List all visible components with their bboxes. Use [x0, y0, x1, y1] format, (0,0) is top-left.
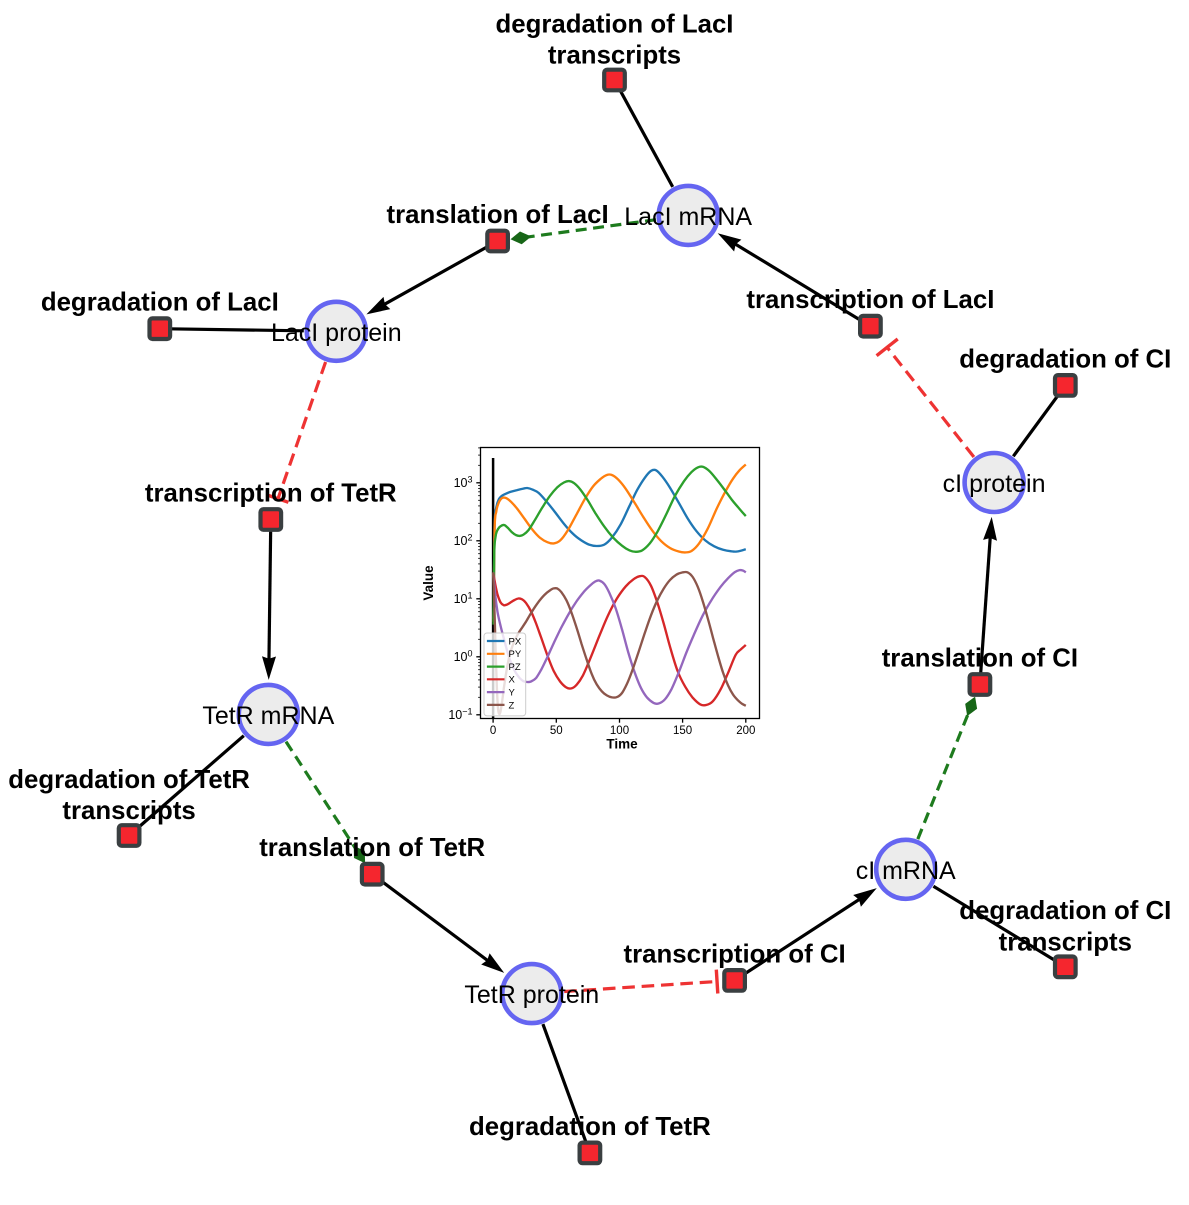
svg-text:TetR protein: TetR protein — [464, 981, 599, 1009]
svg-text:TetR mRNA: TetR mRNA — [202, 702, 334, 730]
svg-text:translation of LacI: translation of LacI — [387, 201, 609, 229]
svg-text:0: 0 — [490, 725, 496, 737]
svg-text:10−1: 10−1 — [448, 707, 472, 723]
svg-text:transcripts: transcripts — [999, 928, 1132, 956]
svg-text:X: X — [509, 675, 516, 686]
svg-text:PX: PX — [509, 636, 522, 647]
svg-text:PZ: PZ — [509, 662, 521, 673]
svg-text:101: 101 — [454, 591, 473, 607]
svg-text:200: 200 — [736, 725, 755, 737]
svg-text:100: 100 — [454, 649, 473, 665]
svg-text:Time: Time — [606, 737, 638, 752]
svg-text:Value: Value — [421, 565, 436, 601]
svg-text:Y: Y — [509, 688, 516, 699]
svg-text:50: 50 — [550, 725, 563, 737]
svg-text:translation of CI: translation of CI — [882, 645, 1078, 673]
svg-text:LacI mRNA: LacI mRNA — [624, 203, 752, 231]
svg-text:transcription of CI: transcription of CI — [624, 940, 846, 968]
svg-text:translation of TetR: translation of TetR — [259, 834, 485, 862]
svg-text:cI mRNA: cI mRNA — [856, 857, 956, 885]
svg-text:LacI protein: LacI protein — [271, 319, 402, 347]
svg-text:transcription of LacI: transcription of LacI — [746, 286, 994, 314]
svg-text:Z: Z — [509, 700, 515, 711]
svg-text:PY: PY — [509, 649, 522, 660]
svg-text:degradation of TetR: degradation of TetR — [469, 1113, 711, 1141]
svg-text:degradation of LacI: degradation of LacI — [496, 10, 734, 38]
svg-text:degradation of LacI: degradation of LacI — [41, 289, 279, 317]
svg-text:transcripts: transcripts — [548, 42, 681, 70]
svg-text:transcription of TetR: transcription of TetR — [145, 480, 397, 508]
svg-text:degradation of CI: degradation of CI — [959, 897, 1171, 925]
svg-text:degradation of TetR: degradation of TetR — [8, 766, 250, 794]
svg-text:100: 100 — [610, 725, 629, 737]
svg-text:150: 150 — [673, 725, 692, 737]
svg-text:cI protein: cI protein — [943, 470, 1046, 498]
svg-text:transcripts: transcripts — [62, 797, 195, 825]
svg-text:102: 102 — [454, 533, 473, 549]
svg-text:103: 103 — [454, 475, 473, 491]
svg-text:degradation of CI: degradation of CI — [959, 345, 1171, 373]
